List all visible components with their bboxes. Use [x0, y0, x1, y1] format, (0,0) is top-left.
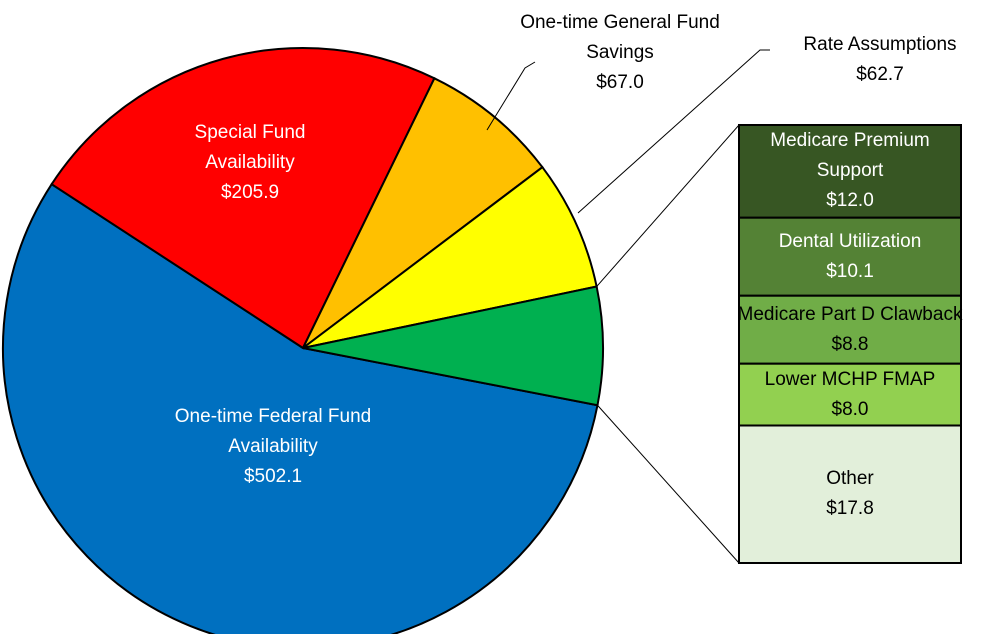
value-label: $205.9 [220, 182, 280, 203]
category-label: One-time Federal Fund Availability [174, 406, 372, 457]
bar-segment [738, 124, 962, 219]
data-label: Special Fund Availability $205.9 [165, 118, 335, 208]
category-label: Medicare Part D Clawback [737, 303, 963, 325]
value-label: $67.0 [596, 72, 644, 93]
value-label: $502.1 [243, 466, 303, 487]
data-label: Medicare Premium Support $12.0 [750, 126, 950, 216]
bar-segment [738, 216, 962, 297]
pie-slice [302, 165, 598, 349]
pie-slice [302, 76, 544, 349]
category-label: Special Fund Availability [194, 122, 306, 173]
pie-slice [302, 285, 604, 407]
category-label: Lower MCHP FMAP [764, 368, 936, 390]
category-label: Other [826, 468, 874, 490]
data-label: Lower MCHP FMAP $8.0 [739, 365, 961, 425]
value-label: $62.7 [856, 64, 904, 85]
data-label: One-time General Fund Savings $67.0 [520, 8, 720, 98]
leader-line [486, 61, 536, 131]
value-label: $10.1 [826, 260, 874, 282]
value-label: $8.8 [831, 333, 869, 355]
bar-segment [738, 424, 962, 564]
bar-segment [738, 294, 962, 365]
data-label: Dental Utilization $10.1 [739, 227, 961, 287]
bar-segment [738, 362, 962, 427]
pie-slice [2, 182, 599, 634]
category-label: One-time General Fund Savings [520, 12, 720, 63]
connector-line [596, 124, 740, 287]
data-label: Rate Assumptions $62.7 [780, 30, 980, 90]
value-label: $12.0 [826, 190, 874, 212]
data-label: Medicare Part D Clawback $8.8 [738, 300, 963, 360]
category-label: Dental Utilization [778, 230, 922, 252]
leader-line [577, 49, 770, 214]
value-label: $8.0 [831, 398, 869, 420]
value-label: $17.8 [826, 498, 874, 520]
data-label: Other $17.8 [739, 464, 961, 524]
category-label: Medicare Premium Support [770, 130, 930, 182]
category-label: Rate Assumptions [803, 34, 957, 55]
data-label: One-time Federal Fund Availability $502.1 [158, 402, 388, 492]
connector-line [597, 404, 740, 564]
